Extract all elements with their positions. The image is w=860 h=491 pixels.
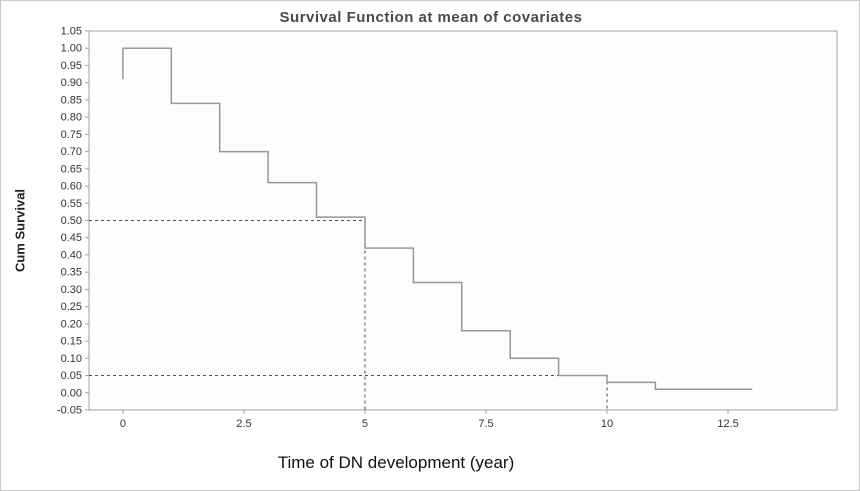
y-tick-label: 0.90: [61, 77, 82, 89]
y-tick-label: 0.95: [61, 60, 82, 72]
y-tick-label: 0.40: [61, 249, 82, 261]
y-tick-label: 0.75: [61, 129, 82, 141]
y-tick-label: 0.25: [61, 301, 82, 313]
x-axis-label: Time of DN development (year): [277, 453, 515, 472]
x-tick-label: 0: [120, 418, 126, 430]
y-tick-label: 0.05: [61, 370, 82, 382]
x-tick-label: 7.5: [478, 418, 493, 430]
y-tick-label: 0.70: [61, 146, 82, 158]
survival-step-curve: [122, 47, 753, 391]
x-tick-label: 2.5: [236, 418, 251, 430]
y-tick-label: 0.85: [61, 94, 82, 106]
y-tick-label: 0.50: [61, 215, 82, 227]
y-tick-label: 0.55: [61, 198, 82, 210]
plot-frame: [88, 30, 838, 411]
y-tick-label: 0.00: [61, 387, 82, 399]
x-tick-label: 10: [601, 418, 613, 430]
y-tick-label: 1.05: [61, 26, 82, 38]
x-tick-label: 12.5: [717, 418, 738, 430]
y-tick-label: 0.20: [61, 318, 82, 330]
x-tick-label: 5: [362, 418, 368, 430]
y-tick-label: -0.05: [57, 405, 82, 417]
y-tick-label: 1.00: [61, 43, 82, 55]
y-tick-label: 0.80: [61, 112, 82, 124]
y-tick-label: 0.15: [61, 336, 82, 348]
y-axis-label: Cum Survival: [12, 188, 28, 273]
y-tick-label: 0.35: [61, 267, 82, 279]
y-tick-label: 0.65: [61, 163, 82, 175]
y-tick-label: 0.45: [61, 232, 82, 244]
chart-title: Survival Function at mean of covariates: [279, 9, 583, 26]
y-tick-label: 0.10: [61, 353, 82, 365]
y-tick-label: 0.60: [61, 181, 82, 193]
y-tick-label: 0.30: [61, 284, 82, 296]
